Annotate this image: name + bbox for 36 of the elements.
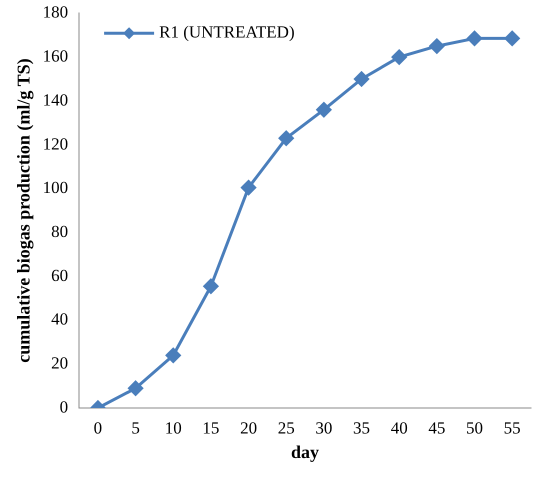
x-tick-label: 50 xyxy=(466,418,484,438)
y-tick-label: 100 xyxy=(42,178,68,198)
point xyxy=(467,30,482,46)
y-tick-label: 140 xyxy=(42,90,68,110)
x-tick-label: 20 xyxy=(240,418,258,438)
y-axis-title: cumulative biogas production (ml/g TS) xyxy=(13,58,34,363)
x-tick-label: 40 xyxy=(390,418,408,438)
y-tick-label: 20 xyxy=(51,354,68,373)
point xyxy=(203,278,218,294)
point xyxy=(166,348,181,363)
x-tick-label: 35 xyxy=(353,418,370,438)
y-tick-label: 180 xyxy=(42,2,68,22)
y-tick-label: 60 xyxy=(51,266,68,285)
x-tick-label: 55 xyxy=(504,418,521,438)
point xyxy=(354,72,370,86)
point xyxy=(429,38,444,54)
x-tick-label: 25 xyxy=(278,418,295,438)
point xyxy=(241,180,256,196)
x-tick-label: 45 xyxy=(428,418,446,438)
point xyxy=(316,102,332,118)
y-tick-label: 160 xyxy=(42,46,68,66)
y-tick-label: 40 xyxy=(51,310,68,329)
x-axis-title: day xyxy=(291,442,320,462)
x-tick-label: 5 xyxy=(131,418,140,438)
y-tick-label: 120 xyxy=(42,134,68,154)
point xyxy=(128,380,144,396)
point xyxy=(278,130,294,146)
legend-label: R1 (UNTREATED) xyxy=(159,22,295,42)
x-tick-label: 15 xyxy=(202,418,220,438)
point xyxy=(504,30,520,46)
y-tick-label: 0 xyxy=(60,397,68,416)
x-tick-label: 0 xyxy=(94,418,102,438)
x-tick-label: 30 xyxy=(315,418,332,438)
x-tick-label: 10 xyxy=(164,418,182,438)
point xyxy=(392,50,407,65)
y-tick-label: 80 xyxy=(51,222,68,241)
